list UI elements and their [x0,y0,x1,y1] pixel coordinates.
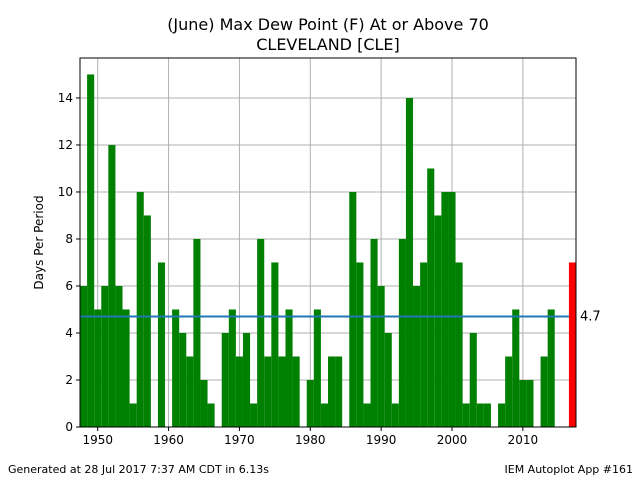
bar [80,285,88,427]
bar [377,285,385,427]
y-tick-label: 2 [65,373,73,387]
plot-frame [79,57,577,428]
bar [235,356,243,427]
bar [157,262,166,427]
footer-app-text: IEM Autoplot App #161 [505,463,634,476]
bar [420,262,428,427]
x-tick-label: 2010 [508,433,539,447]
x-tick-label: 2000 [437,433,468,447]
bar [278,356,286,427]
bar [540,356,548,427]
bar [257,238,265,427]
bar [455,262,463,427]
y-tick-label: 8 [65,232,73,246]
bar [413,285,421,427]
bar [94,309,102,427]
y-tick-label: 4 [65,326,73,340]
bar [285,309,293,427]
bar [462,403,470,427]
bar [172,309,180,427]
footer-generated-text: Generated at 28 Jul 2017 7:37 AM CDT in … [8,463,269,476]
bar [370,238,378,427]
bar [476,403,484,427]
x-tick-label: 1950 [82,433,113,447]
bar [292,356,300,427]
bar [405,97,414,427]
bar [306,379,314,427]
bar [335,356,343,427]
bar [512,309,520,427]
y-tick-label: 14 [58,91,73,105]
bar [242,332,251,427]
bar [427,168,435,427]
bars [80,74,576,427]
bar [108,144,116,427]
bar [448,191,456,427]
chart-title: (June) Max Dew Point (F) At or Above 70 [167,15,489,34]
bar [356,262,364,427]
bar [328,356,336,427]
y-axis-label: Days Per Period [32,195,46,289]
bar [519,379,527,427]
bar [136,191,144,427]
bar [271,262,279,427]
bar [179,332,187,427]
x-tick-label: 1960 [153,433,184,447]
bar [398,238,406,427]
y-tick-label: 12 [58,138,73,152]
x-tick-label: 1980 [295,433,326,447]
x-tick-label: 1970 [224,433,255,447]
bar [483,403,491,427]
chart-subtitle: CLEVELAND [CLE] [256,35,400,54]
bar [115,285,123,427]
y-tick-label: 0 [65,420,73,434]
x-tick-label: 1990 [366,433,397,447]
bar [505,356,513,427]
y-tick-label: 6 [65,279,73,293]
bar [568,262,576,427]
y-tick-label: 10 [58,185,73,199]
bar [441,191,449,427]
bar [498,403,506,427]
bar [349,191,357,427]
bar [122,309,130,427]
bar [129,403,137,427]
bar [87,74,95,427]
average-label: 4.7 [580,310,601,325]
bar [143,215,151,427]
bar [526,379,534,427]
bar [200,379,208,427]
bar [384,332,392,427]
bar [250,403,258,427]
bar [221,332,229,427]
bar [469,332,477,427]
ticks: 1950 1960 1970 1980 1990 2000 2010 0 2 4 6 8 10 12 14 [58,91,538,447]
bar [391,403,399,427]
bar [434,215,442,427]
bar [547,309,555,427]
bar [228,309,236,427]
bar [264,356,272,427]
bar [186,356,194,427]
bar [320,403,328,427]
bar [193,238,201,427]
bar [101,285,109,427]
bar [363,403,371,427]
bar [313,309,321,427]
bar [207,403,215,427]
